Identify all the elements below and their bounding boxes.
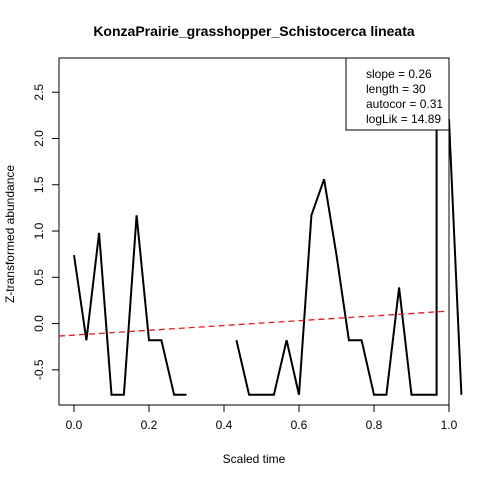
legend: slope = 0.26 length = 30 autocor = 0.31 … (345, 57, 450, 131)
legend-entry-slope: slope = 0.26 (366, 67, 432, 81)
y-tick-label: 1.0 (32, 222, 46, 239)
legend-box (345, 57, 450, 131)
x-tick-label: 0.0 (66, 418, 83, 432)
series-line (235, 119, 463, 396)
x-axis: 0.0 0.2 0.4 0.6 0.8 1.0 (66, 404, 458, 432)
x-tick-label: 0.8 (366, 418, 383, 432)
y-tick-label: 2.5 (32, 84, 46, 101)
y-tick-label: 1.5 (32, 176, 46, 193)
y-tick-label: 2.0 (32, 130, 46, 147)
series-line (73, 215, 187, 396)
trend-line (58, 310, 450, 337)
y-tick-label: 0.5 (32, 269, 46, 286)
x-tick-label: 0.6 (291, 418, 308, 432)
y-tick-label: 0.0 (32, 315, 46, 332)
chart-title: KonzaPrairie_grasshopper_Schistocerca li… (93, 23, 415, 39)
legend-entry-loglik: logLik = 14.89 (366, 112, 441, 126)
series-layer (58, 119, 463, 396)
x-tick-label: 1.0 (441, 418, 458, 432)
legend-entry-length: length = 30 (366, 82, 426, 96)
x-tick-label: 0.4 (216, 418, 233, 432)
x-axis-label: Scaled time (223, 452, 286, 466)
y-axis-label: Z-transformed abundance (3, 165, 17, 303)
y-axis: -0.5 0.0 0.5 1.0 1.5 2.0 2.5 (32, 84, 60, 380)
y-tick-label: -0.5 (32, 359, 46, 380)
x-tick-label: 0.2 (141, 418, 158, 432)
legend-entry-autocor: autocor = 0.31 (366, 97, 443, 111)
